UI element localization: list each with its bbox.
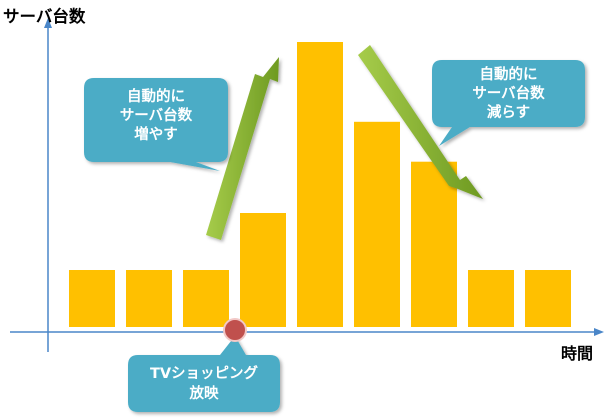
event-bubble-text: TVショッピング 放映 [149,366,259,402]
bar-9 [525,270,571,327]
y-axis-arrowhead [44,18,52,28]
decrease-arrow [358,45,483,199]
x-axis-label: 時間 [561,344,594,363]
bar-2 [126,270,172,327]
bar-6 [354,121,400,327]
decrease-bubble-text: 自動的に サーバ台数 減らす [472,67,545,121]
bar-3 [183,270,229,327]
increase-bubble-text: 自動的に サーバ台数 増やす [119,89,193,143]
increase-arrow [206,57,279,240]
decrease-bubble [432,60,585,146]
event-bubble [128,336,280,412]
bar-4 [240,213,286,327]
bar-5 [297,42,343,327]
bar-1 [69,270,115,327]
bar-series [69,42,571,327]
event-marker [223,318,247,342]
y-axis-label: サーバ台数 [3,7,86,26]
increase-bubble [84,78,228,171]
bar-8 [468,270,514,327]
x-axis-arrowhead [594,328,604,336]
bar-7 [411,161,457,327]
